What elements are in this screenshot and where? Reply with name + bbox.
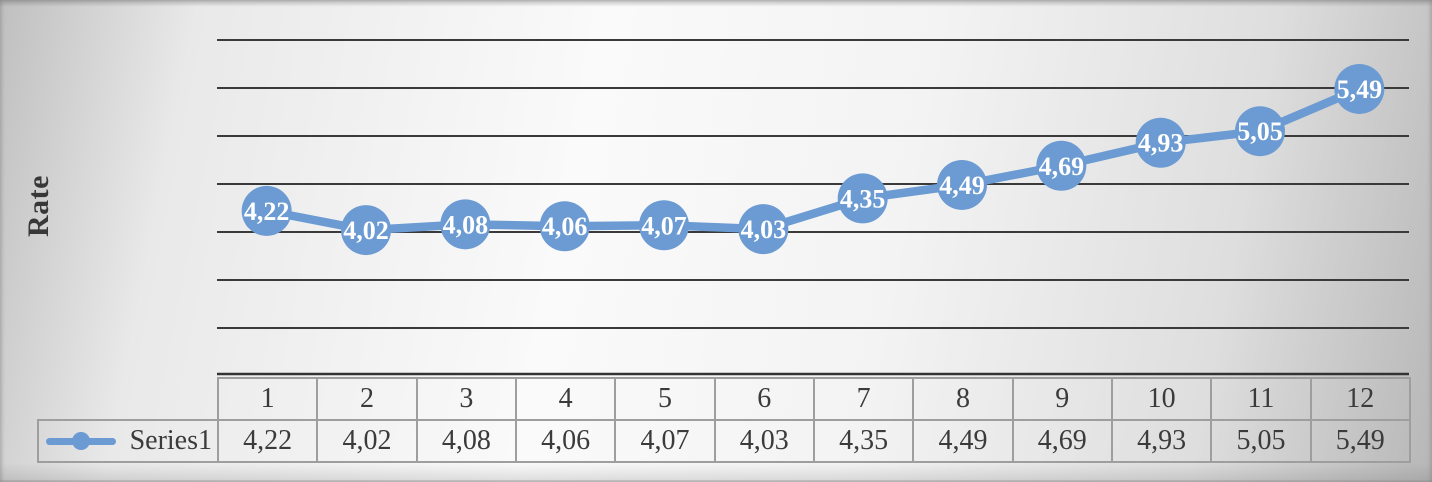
table-value-cell: 4,07 (614, 419, 716, 463)
data-point-marker (937, 159, 987, 210)
data-point-marker (1235, 106, 1285, 157)
table-value-cell: 4,22 (216, 419, 319, 463)
table-value-cell: 4,02 (316, 419, 418, 463)
legend-cell: Series1 (37, 419, 219, 463)
legend-entry: Series1 (40, 425, 216, 457)
data-point-label: 4,03 (741, 215, 787, 244)
data-point-marker (1135, 117, 1186, 168)
table-ghost-cell (38, 378, 218, 420)
table-header-row: 1 2 3 4 5 6 7 8 9 10 11 12 (38, 377, 1411, 421)
table-value-cell: 4,49 (912, 419, 1014, 463)
table-header-cell: 2 (316, 377, 418, 421)
table-header-cell: 4 (514, 377, 617, 421)
table-header-cell: 7 (812, 377, 915, 421)
table-value-cell: 4,08 (415, 419, 517, 463)
table-value-row: Series1 4,22 4,02 4,08 4,06 4,07 4,03 4,35 4,49 4… (37, 419, 1411, 463)
data-point-marker (1334, 63, 1385, 114)
data-point-label: 4,93 (1138, 129, 1184, 158)
table-header-cell: 3 (415, 377, 517, 421)
data-point-label: 4,22 (244, 197, 290, 226)
data-point-marker (639, 200, 689, 251)
series-legend-line-marker-icon (46, 437, 116, 445)
data-point-marker (738, 204, 789, 255)
table-value-cell: 4,35 (812, 419, 915, 463)
table-value-cell: 5,49 (1309, 419, 1411, 463)
series-line (262, 84, 1364, 235)
table-header-cell: 8 (912, 377, 1014, 421)
table-value-cell: 4,03 (713, 419, 815, 463)
table-value-cell: 4,06 (514, 419, 617, 463)
table-value-cell: 4,69 (1011, 419, 1113, 463)
table-header-cell: 10 (1110, 377, 1213, 421)
data-point-label: 4,06 (542, 212, 588, 241)
chart-data-table: 1 2 3 4 5 6 7 8 9 10 11 12 Series1 4,22 4,02 4,08 4,06 4,… (37, 377, 1411, 463)
data-point-label: 4,07 (641, 211, 687, 240)
series-name-label: Series1 (129, 425, 212, 456)
table-header-cell: 12 (1309, 377, 1411, 421)
data-point-label: 5,49 (1337, 75, 1383, 104)
data-point-label: 4,49 (939, 171, 985, 200)
data-point-marker (440, 199, 491, 250)
table-header-cell: 11 (1210, 377, 1312, 421)
data-point-label: 4,08 (443, 210, 489, 239)
data-point-marker (539, 201, 590, 252)
table-header-cell: 1 (216, 377, 319, 421)
data-point-label: 5,05 (1237, 117, 1283, 146)
data-point-label: 4,02 (343, 216, 389, 245)
data-point-label: 4,69 (1039, 152, 1085, 181)
data-point-marker (341, 205, 391, 256)
data-point-marker (1036, 140, 1087, 191)
data-point-label: 4,35 (840, 184, 886, 213)
data-point-marker (241, 185, 292, 236)
data-point-marker (837, 173, 888, 224)
table-header-cell: 9 (1011, 377, 1113, 421)
table-header-cell: 5 (614, 377, 716, 421)
table-value-cell: 4,93 (1110, 419, 1213, 463)
table-value-cell: 5,05 (1210, 419, 1312, 463)
table-header-cell: 6 (713, 377, 815, 421)
